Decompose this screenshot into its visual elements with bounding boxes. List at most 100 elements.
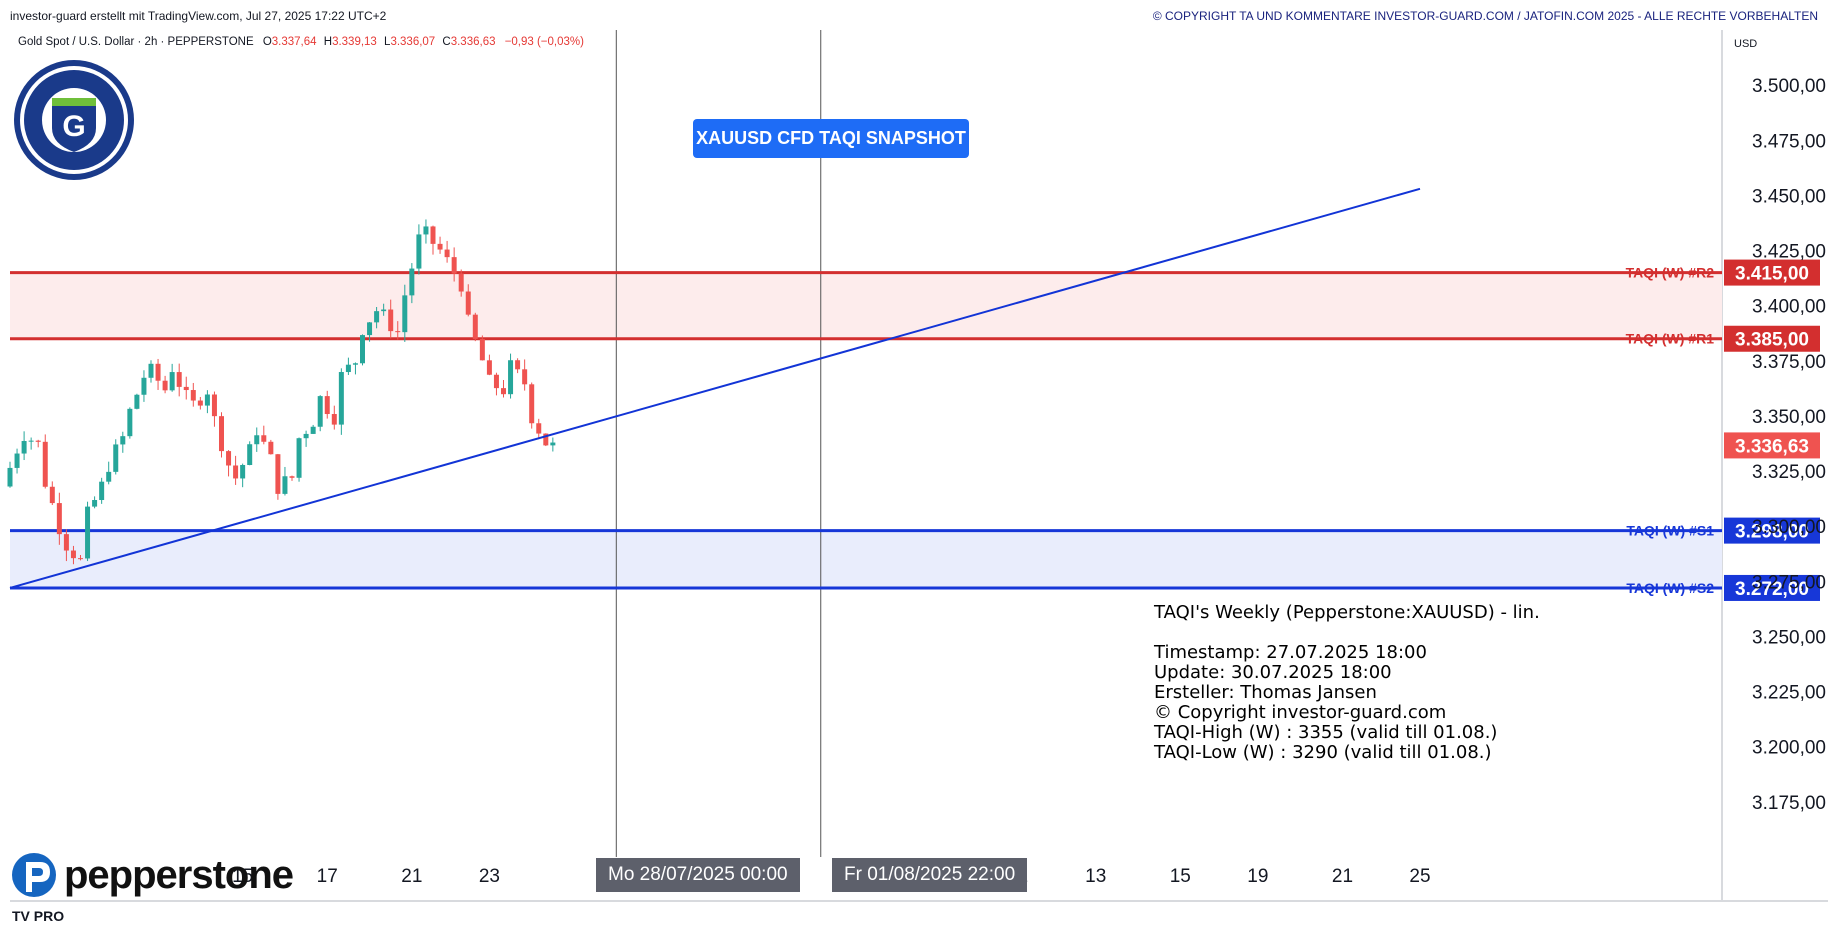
candle-body	[219, 416, 224, 452]
candle-body	[183, 386, 189, 391]
x-tick-label: 19	[1247, 866, 1268, 887]
trendline	[9, 187, 1421, 589]
copyright-text: © COPYRIGHT TA UND KOMMENTARE INVESTOR-G…	[1152, 9, 1818, 23]
candle-body	[430, 226, 436, 244]
x-tick-label: 21	[1332, 866, 1353, 887]
candle-body	[472, 314, 478, 339]
level-label: TAQI (W) #R1	[1626, 331, 1715, 347]
candle-body	[543, 433, 549, 446]
candle-body	[169, 372, 175, 391]
candle-body	[233, 465, 239, 479]
candle-body	[197, 400, 203, 406]
close-label: C	[442, 36, 451, 48]
y-tick-label: 3.400,00	[1752, 297, 1826, 318]
candle-body	[345, 364, 351, 373]
candle-body	[162, 380, 168, 391]
candle-body	[465, 291, 471, 315]
candle-body	[402, 295, 408, 333]
candle-body	[437, 243, 443, 250]
currency-label[interactable]: USD	[1734, 38, 1758, 50]
candle-body	[120, 436, 126, 445]
candle-body	[296, 438, 302, 478]
candle-body	[85, 506, 91, 559]
high-value: 3.339,13	[332, 36, 377, 48]
open-value: 3.337,64	[271, 36, 317, 48]
last-price-label: 3.336,63	[1735, 436, 1809, 457]
candle-body	[49, 486, 55, 504]
candle-body	[303, 433, 309, 439]
candle-body	[374, 311, 380, 323]
y-tick-label: 3.275,00	[1752, 572, 1826, 593]
candle-body	[550, 442, 556, 446]
candle-body	[35, 440, 41, 442]
level-label: TAQI (W) #R2	[1626, 265, 1715, 281]
open-label: O	[262, 36, 272, 48]
candle-body	[176, 372, 182, 387]
x-tick-label: 25	[1409, 866, 1430, 887]
candle-body	[92, 500, 98, 507]
date-marker-fr: Fr 01/08/2025 22:00	[832, 858, 1028, 892]
candle-body	[7, 467, 13, 487]
resistance-zone	[10, 272, 1722, 339]
candle-body	[423, 226, 429, 235]
candle-body	[247, 444, 253, 465]
candle-body	[536, 423, 542, 434]
candle-body	[501, 388, 506, 395]
candle-body	[317, 396, 323, 427]
compliance-badge-icon: G	[12, 58, 136, 182]
low-value: 3.336,07	[390, 36, 436, 48]
candle-body	[211, 394, 217, 417]
candle-body	[190, 390, 196, 401]
support-zone	[10, 530, 1722, 588]
candle-body	[360, 335, 365, 364]
candle-body	[134, 394, 140, 409]
info-high: TAQI-High (W) : 3355 (valid till 01.08.)	[1154, 722, 1498, 743]
y-tick-label: 3.175,00	[1752, 793, 1826, 814]
info-title: TAQI's Weekly (Pepperstone:XAUUSD) - lin…	[1154, 602, 1540, 623]
candle-body	[14, 453, 20, 468]
level-price-tag-label: 3.272,00	[1735, 579, 1809, 600]
y-tick-label: 3.300,00	[1752, 517, 1826, 538]
level-label: TAQI (W) #S1	[1626, 523, 1714, 539]
level-price-tag-label: 3.385,00	[1735, 330, 1809, 351]
y-tick-label: 3.500,00	[1752, 76, 1826, 97]
candle-body	[352, 363, 358, 365]
candle-body	[289, 476, 295, 478]
info-update: Update: 30.07.2025 18:00	[1154, 662, 1392, 683]
candle-body	[155, 363, 161, 381]
level-price-tag-label: 3.298,00	[1735, 522, 1809, 543]
y-tick-label: 3.325,00	[1752, 462, 1826, 483]
candle-body	[529, 384, 535, 424]
candle-body	[99, 481, 105, 501]
change-value: −0,93 (−0,03%)	[504, 36, 584, 48]
x-tick-label: 15	[1170, 866, 1191, 887]
top-bar: investor-guard erstellt mit TradingView.…	[0, 0, 1828, 30]
candle-body	[310, 426, 316, 434]
candle-body	[268, 441, 274, 455]
y-tick-label: 3.200,00	[1752, 738, 1826, 759]
candle-body	[261, 435, 267, 442]
x-tick-label: 23	[479, 866, 500, 887]
low-label: L	[384, 36, 391, 48]
candle-body	[282, 476, 288, 494]
info-copyright: © Copyright investor-guard.com	[1154, 702, 1447, 723]
pepperstone-logo: pepperstone	[12, 852, 294, 898]
brand-name: pepperstone	[64, 852, 294, 897]
candle-body	[338, 372, 344, 425]
x-tick-label: 21	[401, 866, 422, 887]
candle-body	[141, 377, 147, 395]
symbol-info: Gold Spot / U.S. Dollar · 2h · PEPPERSTO…	[18, 36, 584, 48]
level-price-tag	[1724, 325, 1820, 352]
candle-body	[63, 534, 69, 551]
y-tick-label: 3.450,00	[1752, 186, 1826, 207]
candle-body	[451, 257, 457, 274]
candle-body	[148, 363, 154, 378]
candle-body	[416, 234, 422, 269]
created-by-text: investor-guard erstellt mit TradingView.…	[10, 9, 387, 23]
high-label: H	[323, 36, 333, 48]
symbol-name: Gold Spot / U.S. Dollar · 2h · PEPPERSTO…	[18, 36, 254, 48]
candle-body	[204, 394, 210, 406]
candle-body	[486, 360, 492, 375]
x-tick-label: 17	[317, 866, 338, 887]
